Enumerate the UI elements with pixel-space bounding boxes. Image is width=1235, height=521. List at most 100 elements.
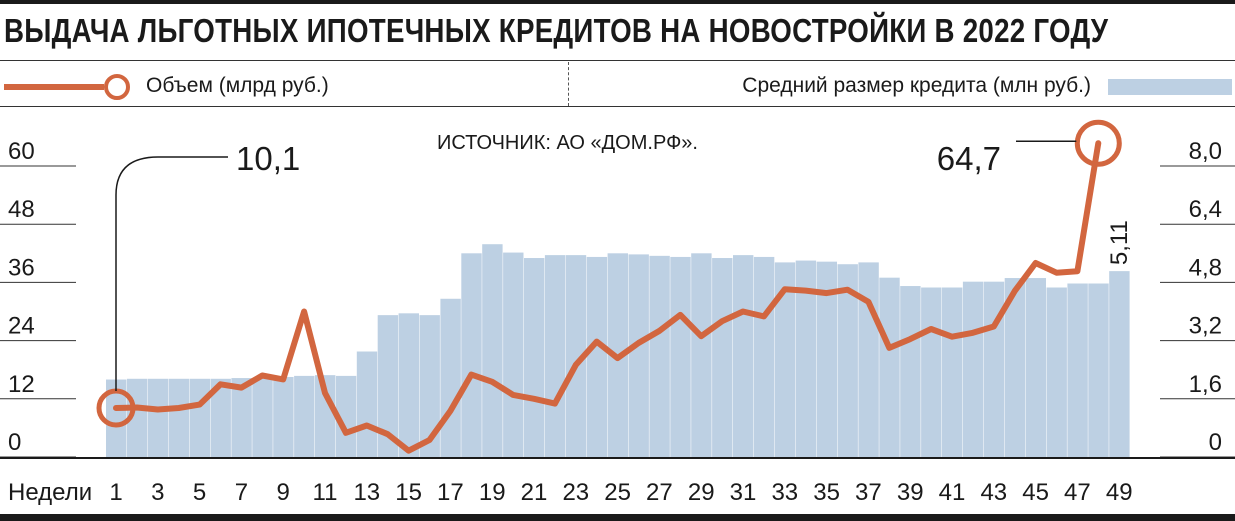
bar-week-48 [1088, 283, 1109, 457]
bar-week-11 [315, 375, 336, 457]
bottom-rule [0, 514, 1235, 521]
x-tick-label: 25 [604, 479, 631, 506]
x-tick-label: 5 [193, 479, 206, 506]
right-tick-label: 4,8 [1189, 254, 1222, 281]
x-tick-label: 47 [1064, 479, 1091, 506]
bar-week-44 [1004, 278, 1026, 457]
bar-week-6 [210, 378, 231, 457]
left-tick-label: 60 [8, 138, 35, 165]
x-tick-label: 29 [688, 479, 715, 506]
bar-week-15 [398, 313, 419, 457]
bar-week-49 [1109, 271, 1130, 457]
start-callout-line [115, 156, 228, 392]
bar-week-5 [189, 378, 210, 457]
end-value-label: 64,7 [937, 140, 1001, 177]
x-tick-label: 39 [897, 479, 924, 506]
bar-week-3 [147, 378, 169, 457]
bar-week-42 [962, 281, 984, 457]
bar-week-19 [482, 244, 503, 457]
legend-separator [568, 62, 569, 106]
x-tick-label: 9 [277, 479, 290, 506]
bar-week-1 [106, 379, 127, 457]
chart-title: ВЫДАЧА ЛЬГОТНЫХ ИПОТЕЧНЫХ КРЕДИТОВ НА НО… [4, 12, 1109, 49]
volume-line [113, 140, 1102, 454]
x-tick-label: 13 [353, 479, 380, 506]
x-tick-label: 19 [479, 479, 506, 506]
left-tick-label: 36 [8, 254, 35, 281]
left-tick-label: 24 [8, 313, 35, 340]
bar-week-35 [816, 261, 837, 457]
bar-week-31 [733, 255, 754, 457]
x-tick-label: 49 [1106, 479, 1133, 506]
bar-week-38 [879, 277, 900, 457]
x-tick-label: 31 [730, 479, 757, 506]
x-tick-label: 27 [646, 479, 673, 506]
legend-bottom-rule [0, 106, 1235, 107]
x-tick-label: 1 [109, 479, 122, 506]
bar-week-21 [524, 258, 545, 457]
bar-week-26 [628, 254, 649, 457]
bar-week-18 [461, 253, 482, 457]
x-axis-title: Недели [8, 479, 92, 506]
right-tick-label: 3,2 [1189, 313, 1222, 340]
bar-week-22 [544, 255, 566, 457]
x-tick-label: 37 [855, 479, 882, 506]
right-tick-label: 0 [1209, 429, 1222, 456]
left-tick-label: 48 [8, 196, 35, 223]
bar-week-39 [900, 286, 921, 457]
bar-week-37 [858, 262, 879, 457]
bar-week-12 [335, 375, 357, 457]
x-tick-label: 33 [771, 479, 798, 506]
x-tick-label: 17 [437, 479, 464, 506]
bar-week-33 [774, 262, 796, 457]
right-tick-label: 8,0 [1189, 138, 1222, 165]
x-tick-label: 43 [980, 479, 1007, 506]
bar-week-20 [503, 252, 524, 457]
right-tick-label: 6,4 [1189, 196, 1222, 223]
bar-week-45 [1025, 278, 1046, 457]
bar-week-9 [273, 376, 294, 457]
bar-week-23 [565, 255, 587, 457]
bar-week-24 [586, 256, 608, 457]
bar-week-34 [795, 260, 817, 457]
x-tick-label: 3 [151, 479, 164, 506]
legend-bar-label: Средний размер кредита (млн руб.) [742, 74, 1091, 97]
left-tick-label: 12 [8, 371, 35, 398]
bar-week-13 [356, 351, 378, 457]
bar-week-30 [712, 258, 733, 457]
bar-week-32 [753, 256, 775, 457]
bar-week-43 [983, 281, 1005, 457]
x-tick-label: 21 [521, 479, 548, 506]
legend-line-label: Объем (млрд руб.) [146, 74, 329, 97]
bar-week-4 [168, 378, 190, 457]
right-tick-label: 1,6 [1189, 371, 1222, 398]
bar-week-29 [691, 253, 712, 457]
legend-top-rule [0, 60, 1235, 61]
x-tick-label: 23 [562, 479, 589, 506]
x-tick-label: 41 [939, 479, 966, 506]
bar-week-14 [377, 315, 399, 457]
bar-week-47 [1067, 283, 1088, 457]
x-tick-label: 11 [313, 479, 338, 506]
bar-week-10 [294, 375, 315, 457]
x-tick-label: 45 [1022, 479, 1049, 506]
bar-week-40 [921, 287, 942, 457]
bar-week-28 [670, 256, 691, 457]
x-tick-label: 35 [813, 479, 840, 506]
legend-bar-swatch [1108, 79, 1232, 95]
bar-week-46 [1046, 287, 1067, 457]
x-tick-label: 7 [235, 479, 248, 506]
top-rule [0, 0, 1235, 4]
bar-week-27 [649, 255, 670, 457]
bar-week-17 [440, 298, 461, 457]
left-tick-label: 0 [8, 429, 21, 456]
bar-week-7 [231, 378, 252, 457]
x-tick-label: 15 [395, 479, 422, 506]
end-point-marker [1074, 119, 1122, 167]
bar-week-16 [419, 315, 440, 457]
source-note: ИСТОЧНИК: АО «ДОМ.РФ». [437, 132, 698, 154]
start-value-label: 10,1 [236, 140, 300, 177]
legend-line-swatch [4, 74, 130, 100]
bar-week-36 [837, 264, 858, 457]
bar-week-41 [942, 287, 963, 457]
